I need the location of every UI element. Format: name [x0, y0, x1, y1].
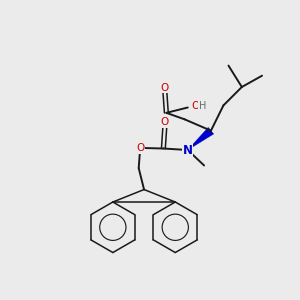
Text: N: N	[183, 143, 193, 157]
Text: O: O	[161, 82, 169, 93]
Text: O: O	[161, 117, 169, 128]
Text: O: O	[192, 101, 200, 111]
Text: H: H	[199, 101, 206, 111]
Polygon shape	[188, 128, 214, 150]
Text: O: O	[136, 143, 144, 153]
